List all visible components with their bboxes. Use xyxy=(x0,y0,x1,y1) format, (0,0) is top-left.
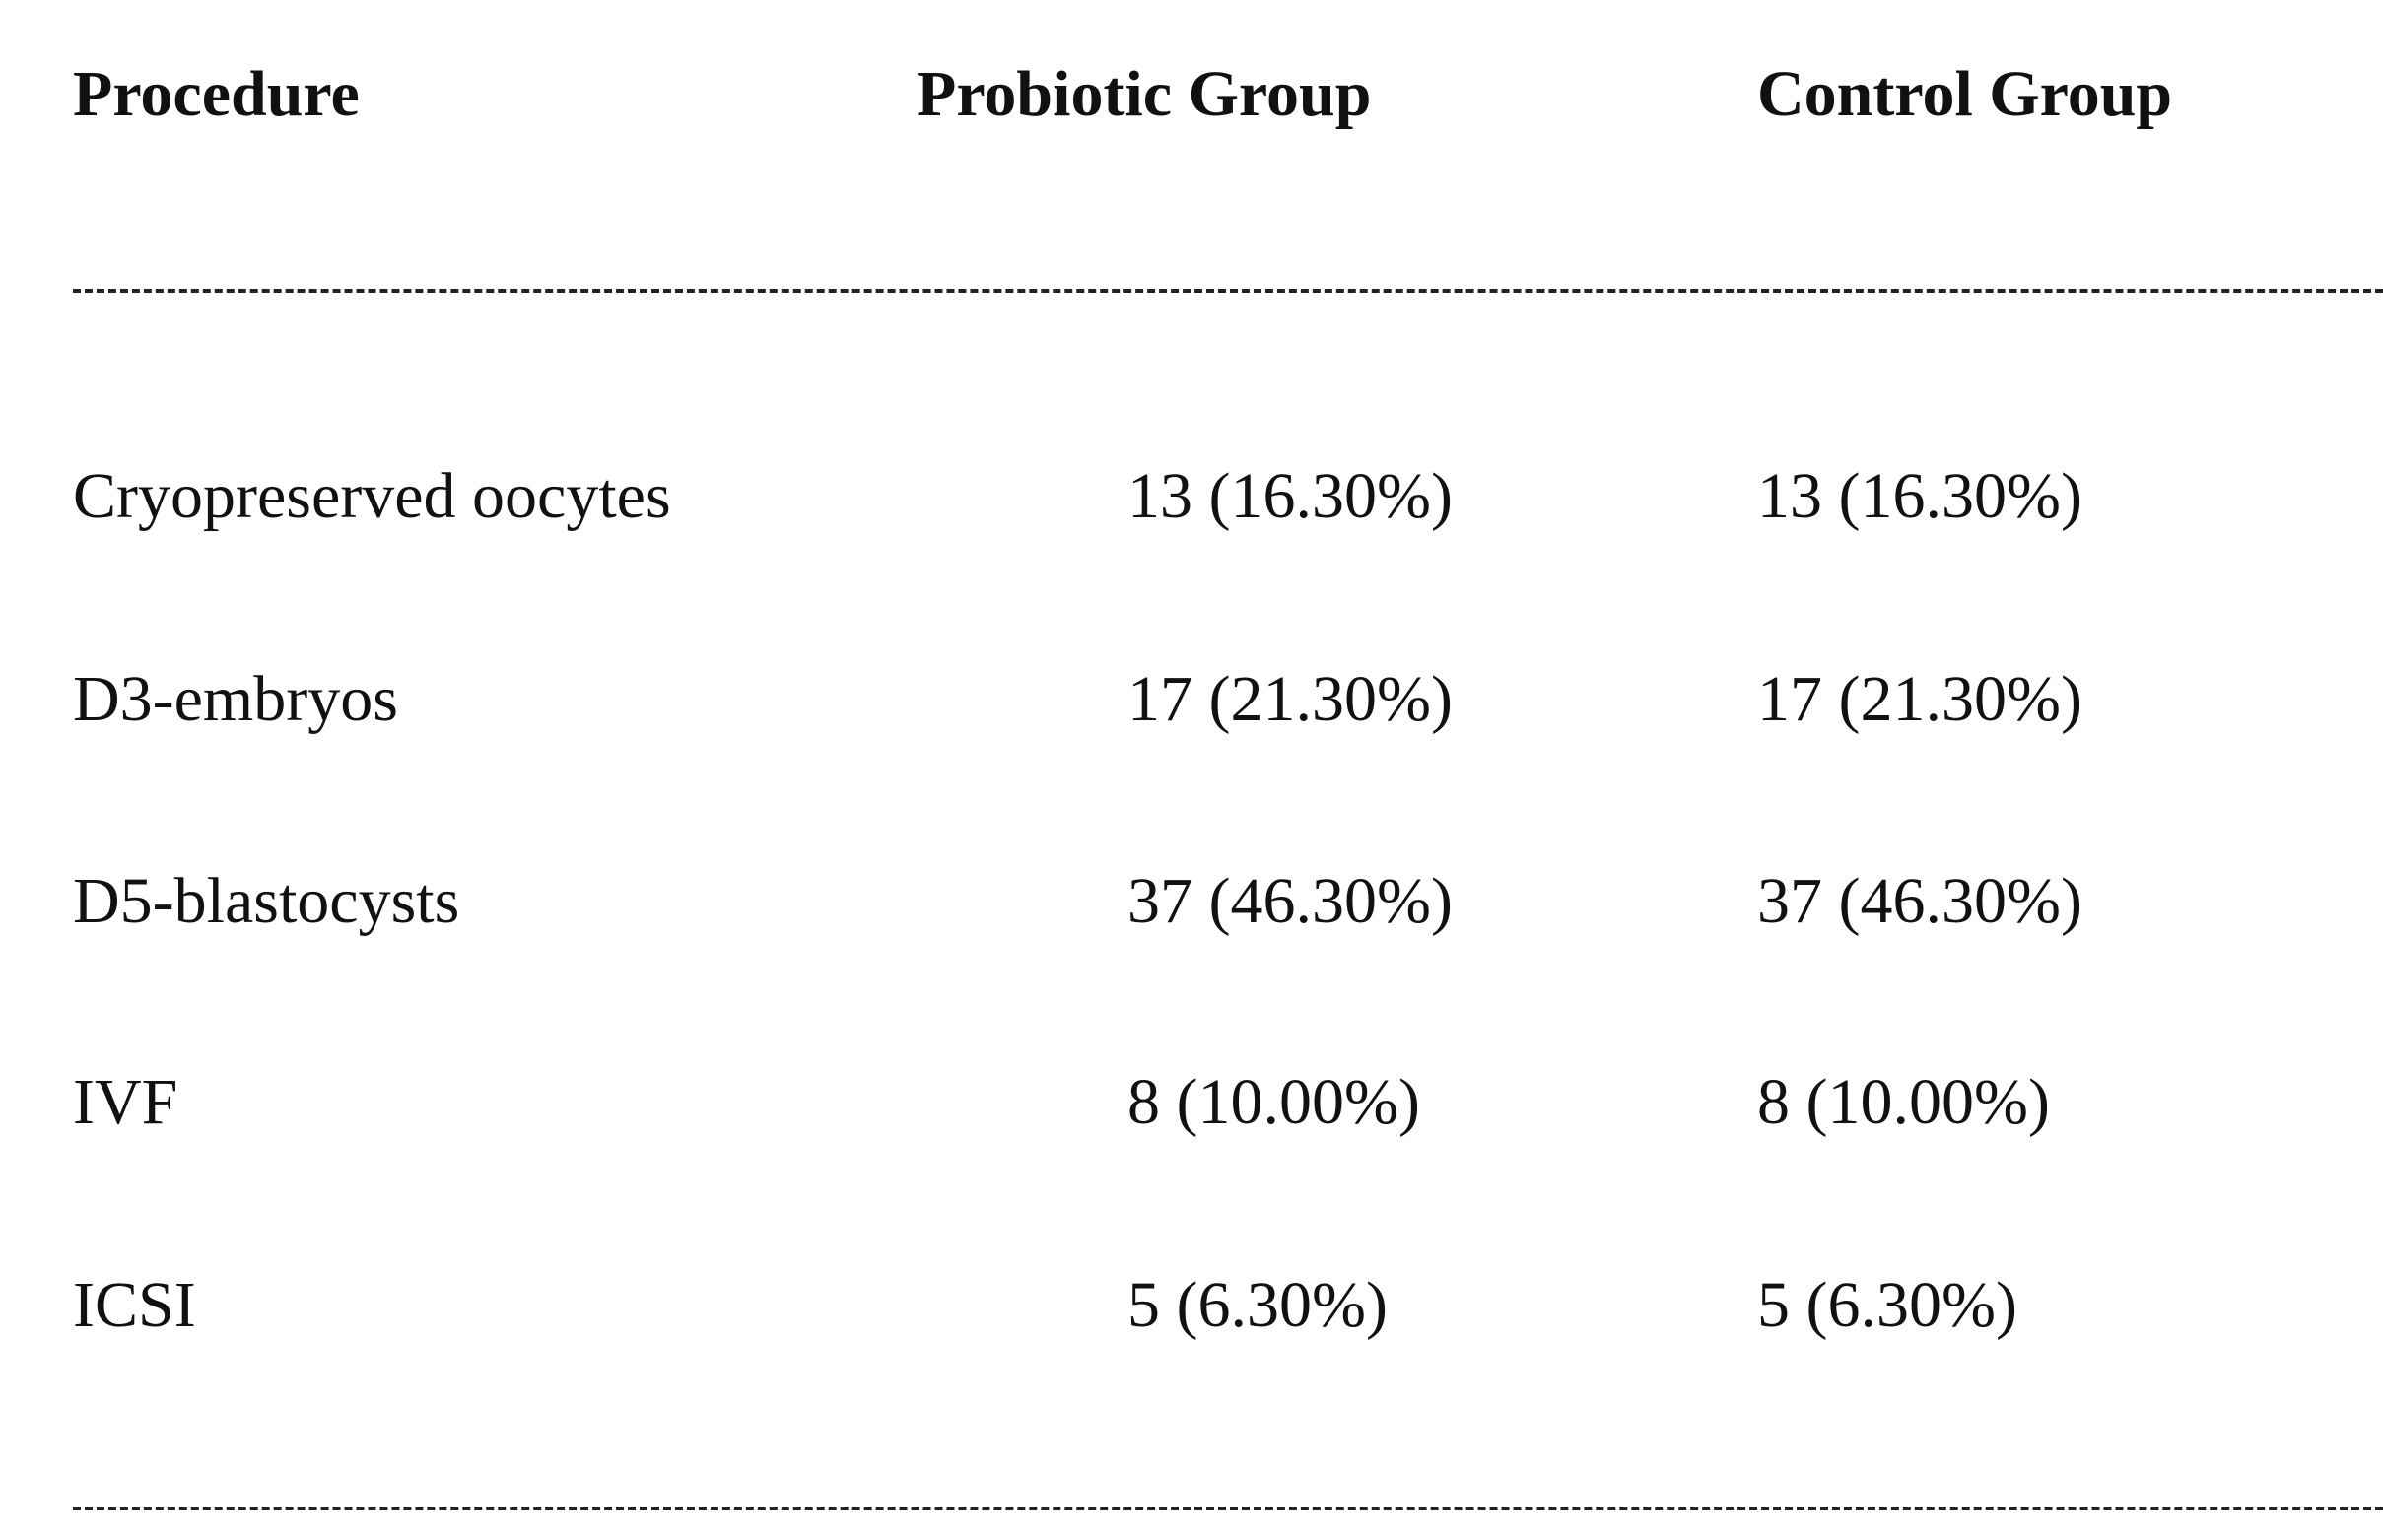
row-label: D5-blastocysts xyxy=(73,865,460,937)
data-cell: 13 (16.30%) xyxy=(1757,460,2082,532)
bottom-rule xyxy=(73,1507,2383,1510)
data-cell: 17 (21.30%) xyxy=(1757,663,2082,735)
data-cell: 8 (10.00%) xyxy=(1127,1066,1420,1138)
column-header: Procedure xyxy=(73,58,360,130)
data-cell: 37 (46.30%) xyxy=(1757,865,2082,937)
data-cell: 5 (6.30%) xyxy=(1757,1269,2017,1341)
row-label: D3-embryos xyxy=(73,663,398,735)
row-label: Cryopreserved oocytes xyxy=(73,460,671,532)
data-cell: 8 (10.00%) xyxy=(1757,1066,2050,1138)
data-cell: 5 (6.30%) xyxy=(1127,1269,1388,1341)
column-header: Probiotic Group xyxy=(917,58,1372,130)
data-cell: 13 (16.30%) xyxy=(1127,460,1453,532)
column-header: Control Group xyxy=(1757,58,2173,130)
data-cell: 17 (21.30%) xyxy=(1127,663,1453,735)
row-label: IVF xyxy=(73,1066,178,1138)
data-cell: 37 (46.30%) xyxy=(1127,865,1453,937)
header-rule xyxy=(73,289,2383,293)
row-label: ICSI xyxy=(73,1269,196,1341)
